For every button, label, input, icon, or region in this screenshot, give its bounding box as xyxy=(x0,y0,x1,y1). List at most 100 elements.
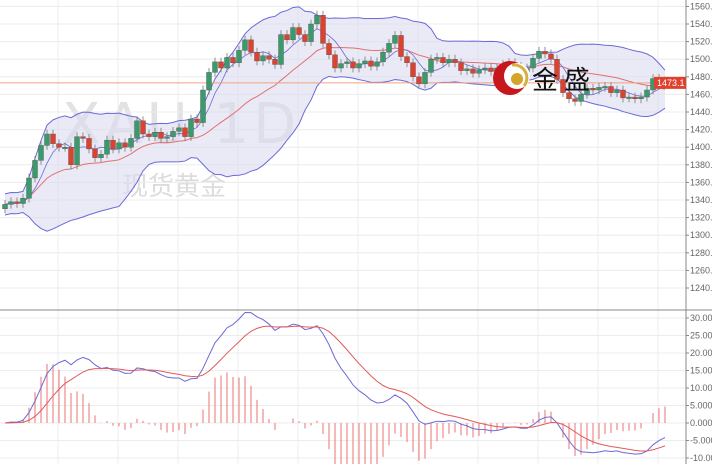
candle xyxy=(38,141,44,165)
candle xyxy=(560,75,566,98)
candle-body xyxy=(128,138,134,148)
macd-dea-line xyxy=(4,325,666,452)
bollinger-upper-line xyxy=(4,6,666,195)
candle xyxy=(332,50,338,73)
candle-body xyxy=(566,92,572,99)
candle-body xyxy=(560,79,566,93)
candle-body xyxy=(170,131,176,137)
candle xyxy=(470,64,476,78)
candle xyxy=(488,63,494,76)
candle-body xyxy=(230,57,236,63)
candle xyxy=(62,142,68,152)
candle-body xyxy=(590,88,596,91)
candle xyxy=(554,54,560,84)
candle xyxy=(290,23,296,45)
candle xyxy=(86,134,92,154)
candle-body xyxy=(278,34,284,65)
candle xyxy=(44,129,50,150)
candle xyxy=(482,63,488,75)
candle-body xyxy=(434,57,440,60)
candle xyxy=(350,57,356,73)
candle-body xyxy=(614,89,620,93)
candle-body xyxy=(626,96,632,99)
candle xyxy=(182,123,188,142)
macd-axis-label: -5.000 xyxy=(690,436,712,446)
candle xyxy=(590,83,596,95)
price-axis-label: 1280.00 xyxy=(690,248,712,258)
candle-body xyxy=(380,51,386,63)
candle xyxy=(254,47,260,66)
candle xyxy=(8,197,14,209)
candle xyxy=(146,129,152,142)
candle xyxy=(476,65,482,78)
candle xyxy=(632,92,638,104)
candle-body xyxy=(74,136,80,165)
candle xyxy=(194,114,200,127)
candle xyxy=(242,35,248,55)
candle-body xyxy=(404,56,410,63)
candle xyxy=(284,30,290,45)
candle-body xyxy=(356,63,362,69)
candle xyxy=(644,85,650,102)
candle-body xyxy=(428,59,434,73)
candle xyxy=(164,132,170,143)
candle-body xyxy=(530,58,536,69)
candle xyxy=(32,156,38,183)
price-axis-label: 1520.00 xyxy=(690,37,712,47)
candle-body xyxy=(68,146,74,165)
candle xyxy=(14,197,20,208)
candle xyxy=(128,134,134,152)
candle-body xyxy=(242,39,248,51)
candle xyxy=(386,38,392,57)
candle-body xyxy=(194,118,200,123)
candle-body xyxy=(296,27,302,35)
candle xyxy=(110,135,116,154)
candle-body xyxy=(260,55,266,62)
candle-body xyxy=(302,34,308,42)
candle-body xyxy=(548,53,554,60)
candle-body xyxy=(392,35,398,44)
candle xyxy=(464,64,470,76)
candle xyxy=(572,94,578,106)
candle-body xyxy=(56,143,62,148)
candle-body xyxy=(386,43,392,53)
candle xyxy=(530,53,536,73)
price-axis-label: 1360.00 xyxy=(690,177,712,187)
candle xyxy=(122,138,128,152)
candle-body xyxy=(446,59,452,63)
candle xyxy=(446,54,452,68)
candle-body xyxy=(218,61,224,69)
macd-axis-label: 30.000 xyxy=(690,313,712,323)
candle-body xyxy=(320,14,326,44)
candle-body xyxy=(458,62,464,71)
logo-text: 金盛 xyxy=(532,66,597,96)
candle-body xyxy=(608,86,614,93)
candle-body xyxy=(200,89,206,123)
candle xyxy=(68,142,74,170)
candle-body xyxy=(146,133,152,137)
candle-body xyxy=(632,96,638,100)
candle-body xyxy=(398,35,404,57)
candle-body xyxy=(596,87,602,91)
candle-body xyxy=(422,72,428,85)
candle xyxy=(200,85,206,127)
candle-body xyxy=(542,51,548,55)
candle xyxy=(140,116,146,139)
candle-body xyxy=(152,132,158,137)
candle xyxy=(434,53,440,64)
candle xyxy=(326,38,332,60)
candle-body xyxy=(572,98,578,102)
candle xyxy=(320,10,326,48)
macd-axis-label: 25.000 xyxy=(690,331,712,341)
candle xyxy=(452,54,458,68)
candle xyxy=(56,139,62,152)
candle xyxy=(260,51,266,66)
jinsheng-crescent-logo-icon xyxy=(493,61,530,95)
candle-body xyxy=(62,146,68,149)
candle-body xyxy=(164,136,170,139)
macd-axis-label: 20.000 xyxy=(690,348,712,358)
candle-body xyxy=(176,127,182,132)
